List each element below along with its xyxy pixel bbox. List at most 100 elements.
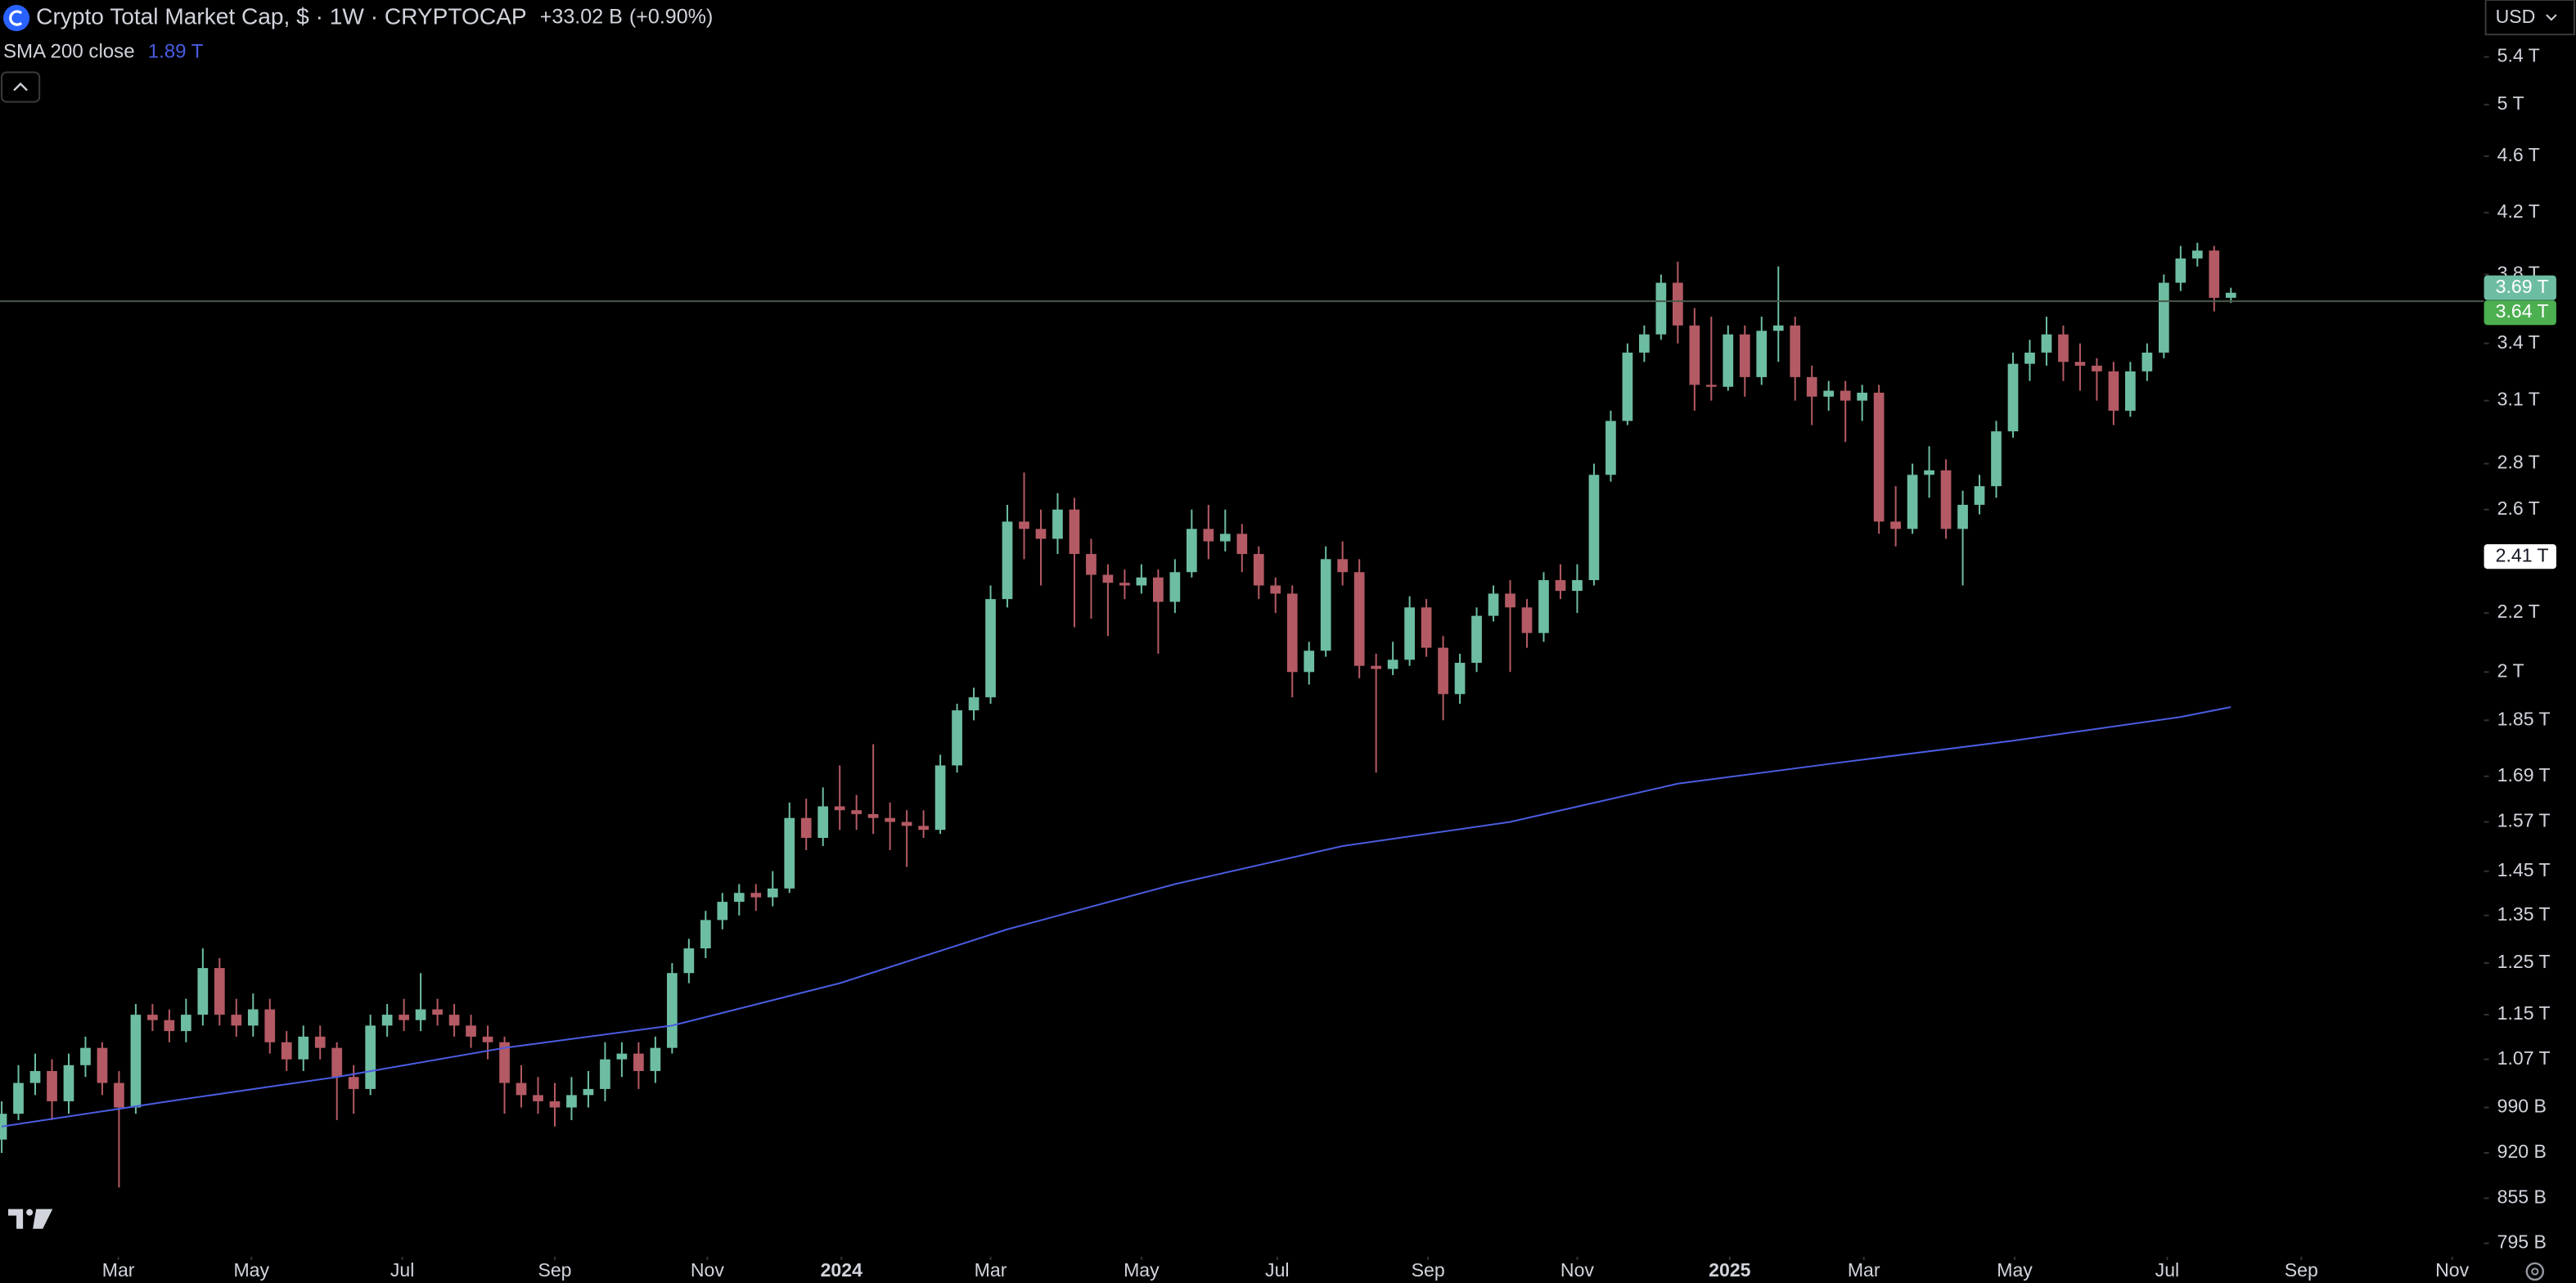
y-tick-label: 3.1 T [2497, 389, 2540, 410]
candle-body [298, 1036, 309, 1060]
logo-part [33, 1209, 53, 1229]
candle-body [952, 710, 962, 766]
candle-body [2024, 352, 2035, 364]
settings-button[interactable] [2525, 1262, 2545, 1281]
x-tick-label: 2025 [1709, 1259, 1751, 1281]
header: Crypto Total Market Cap, $ · 1W · CRYPTO… [1, 4, 713, 103]
price-label-badge [2484, 300, 2556, 326]
candle-body [1404, 607, 1415, 660]
y-tick-label: 1.45 T [2497, 859, 2551, 880]
x-tick-label: Mar [1848, 1259, 1880, 1281]
y-tick-label: 1.25 T [2497, 951, 2551, 972]
candle-body [331, 1047, 343, 1078]
collapse-button[interactable] [1, 71, 41, 103]
candle-body [1086, 554, 1097, 575]
candle-body [2092, 365, 2102, 371]
candle-body [1052, 509, 1063, 539]
candle-body [650, 1047, 661, 1071]
y-tick-label: 1.15 T [2497, 1002, 2551, 1024]
x-tick-label: Mar [975, 1259, 1007, 1281]
candle-body [1286, 593, 1298, 673]
candle-body [1471, 615, 1482, 664]
candle-body [1371, 665, 1381, 669]
settings-icon-center[interactable] [2531, 1267, 2539, 1276]
candle-body [1772, 325, 1784, 331]
x-tick-label: Nov [691, 1259, 725, 1281]
candle-body [1488, 593, 1499, 616]
x-tick-label: Sep [2285, 1259, 2318, 1281]
y-tick-label: 1.35 T [2497, 903, 2551, 925]
candle-body [1387, 660, 1398, 669]
y-tick-label: 920 B [2497, 1141, 2547, 1162]
candle-body [399, 1015, 409, 1020]
settings-icon[interactable] [2525, 1262, 2545, 1281]
candle-body [683, 948, 695, 974]
candle-body [1236, 533, 1248, 555]
candle-body [1823, 390, 1835, 397]
price-change-percent: (+0.90%) [629, 6, 713, 29]
candle-body [181, 1015, 191, 1032]
candle-body [1723, 334, 1734, 387]
y-tick-label: 1.85 T [2497, 708, 2551, 729]
candle-body [784, 817, 795, 889]
price-label: 3.64 T [2496, 300, 2549, 322]
candle-body [381, 1015, 393, 1026]
candle-body [1940, 470, 1952, 529]
y-tick-label: 990 B [2497, 1096, 2547, 1117]
currency-button[interactable]: USD [2484, 0, 2575, 36]
price-label-badge [2484, 275, 2556, 300]
candle-body [1438, 647, 1448, 695]
candle-body [63, 1065, 74, 1101]
y-tick-label: 1.69 T [2497, 764, 2551, 786]
logo-part [8, 1209, 24, 1229]
candle-body [1320, 559, 1331, 651]
candle-body [2175, 258, 2186, 283]
candle-body [264, 1009, 276, 1042]
candle-body [2158, 282, 2169, 353]
candle-body [516, 1083, 527, 1096]
candle-body [1521, 607, 1533, 633]
candle-body [583, 1088, 594, 1096]
y-tick-label: 5 T [2497, 92, 2524, 114]
candle-body [1454, 663, 1466, 695]
candle-body [1689, 325, 1700, 385]
tradingview-logo [8, 1209, 53, 1229]
collapse-button-frame[interactable] [1, 71, 41, 103]
candle-body [633, 1053, 644, 1071]
candle-body [1270, 585, 1281, 594]
candle-body [97, 1047, 108, 1083]
collapse-icon[interactable] [13, 82, 28, 92]
candle-body [1806, 376, 1817, 397]
candle-body [1705, 385, 1717, 387]
candle-body [432, 1009, 443, 1015]
candle-body [1002, 521, 1013, 600]
candle-body [616, 1053, 628, 1060]
symbol-icon [3, 5, 30, 32]
y-tick-label: 1.07 T [2497, 1047, 2551, 1069]
candle-body [1873, 392, 1885, 522]
candle-body [1353, 572, 1365, 666]
y-tick-label: 795 B [2497, 1231, 2547, 1253]
candle-body [1169, 572, 1181, 602]
candle-body [851, 810, 862, 814]
y-tick-label: 2.6 T [2497, 497, 2540, 519]
candle-body [1102, 574, 1114, 583]
currency-frame[interactable] [2484, 0, 2575, 36]
currency-label[interactable]: USD [2496, 6, 2536, 27]
candle-body [1890, 521, 1901, 529]
price-label: 2.41 T [2496, 544, 2549, 565]
candle-body [1019, 521, 1029, 529]
candle-body [147, 1015, 158, 1020]
candle-body [1555, 579, 1566, 592]
currency-chevron[interactable] [2546, 14, 2557, 21]
candle-body [1538, 579, 1549, 633]
candle-body [2058, 334, 2069, 362]
candle-body [1655, 282, 1667, 335]
candle-body [700, 920, 711, 949]
x-tick-label: Jul [2155, 1259, 2180, 1281]
candle-body [733, 893, 745, 903]
candle-body [1035, 529, 1047, 539]
candle-body [867, 813, 879, 818]
y-tick-label: 2 T [2497, 660, 2524, 681]
candle-body [2041, 334, 2052, 353]
